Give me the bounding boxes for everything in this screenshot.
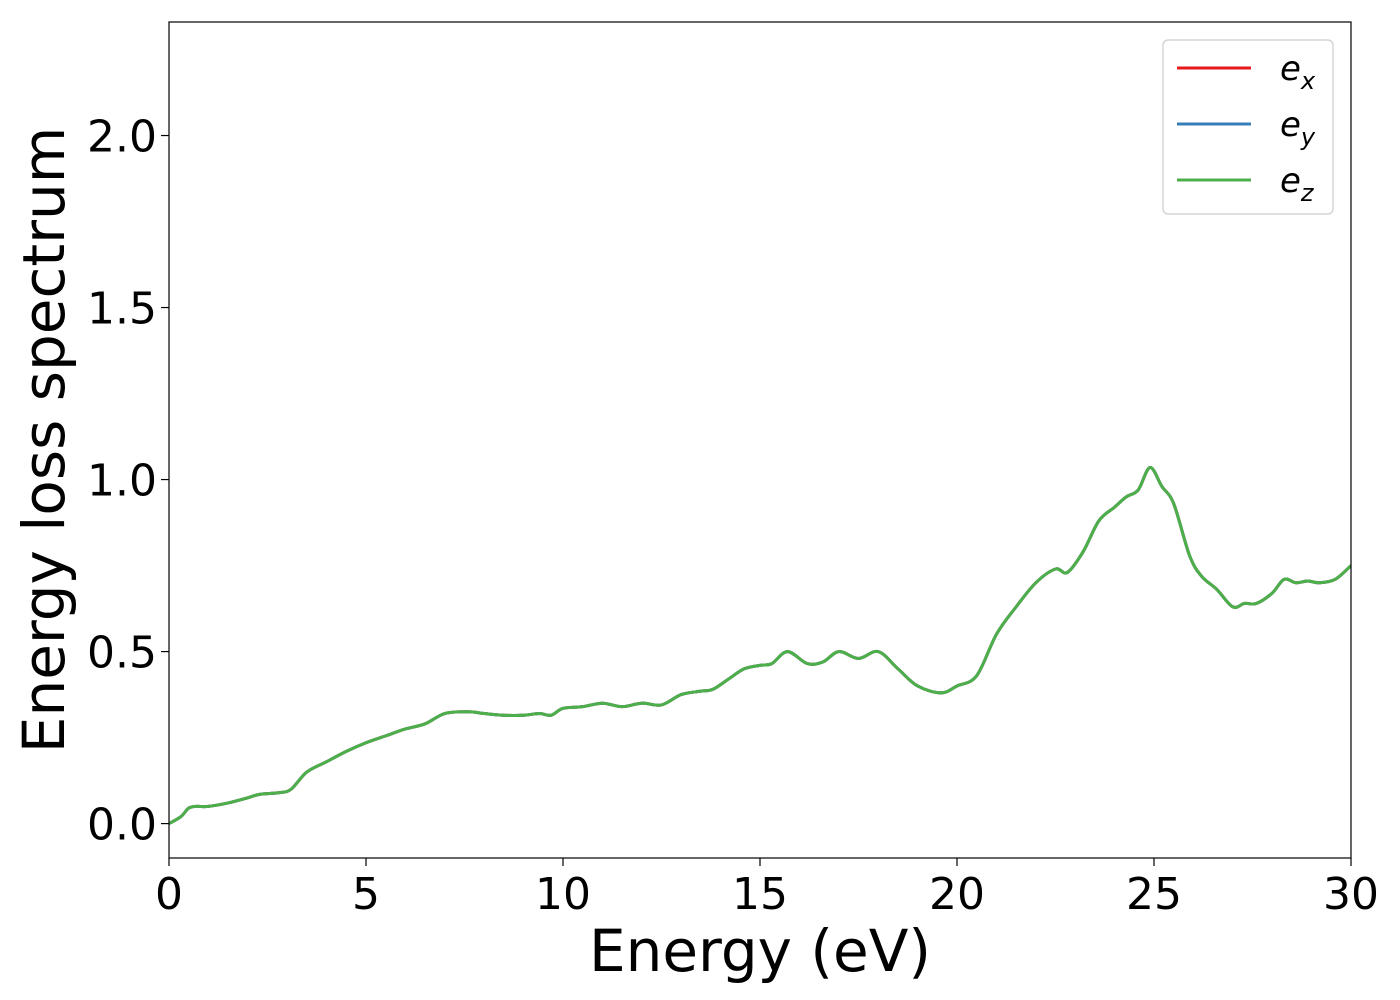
- y-tick-label: 1.0: [87, 456, 157, 507]
- legend-label-ez: ez: [1280, 161, 1315, 207]
- x-axis-title: Energy (eV): [589, 917, 931, 985]
- x-tick-label: 0: [155, 869, 183, 920]
- x-tick-label: 25: [1126, 869, 1182, 920]
- series-layer: [169, 466, 1351, 825]
- y-tick-label: 2.0: [87, 112, 157, 163]
- legend-box: [1162, 39, 1334, 215]
- series-line-e_y: [169, 466, 1351, 825]
- x-tick-label: 20: [929, 869, 985, 920]
- y-axis-title: Energy loss spectrum: [10, 127, 78, 753]
- y-tick-label: 1.5: [87, 284, 157, 335]
- y-tick-label: 0.0: [87, 800, 157, 851]
- legend-label-ey: ey: [1280, 105, 1316, 151]
- series-line-e_z: [169, 466, 1351, 825]
- x-tick-label: 10: [535, 869, 591, 920]
- legend-label-ex: ex: [1280, 49, 1316, 95]
- x-tick-label: 5: [352, 869, 380, 920]
- series-line-e_x: [169, 466, 1351, 825]
- y-tick-label: 0.5: [87, 628, 157, 679]
- x-tick-label: 30: [1323, 869, 1379, 920]
- x-tick-label: 15: [732, 869, 788, 920]
- x-axis-ticks: 0 5 10 15 20 25 30: [155, 858, 1379, 920]
- legend: ex ey ez: [1162, 39, 1334, 215]
- y-axis-ticks: 0.0 0.5 1.0 1.5 2.0: [87, 112, 169, 851]
